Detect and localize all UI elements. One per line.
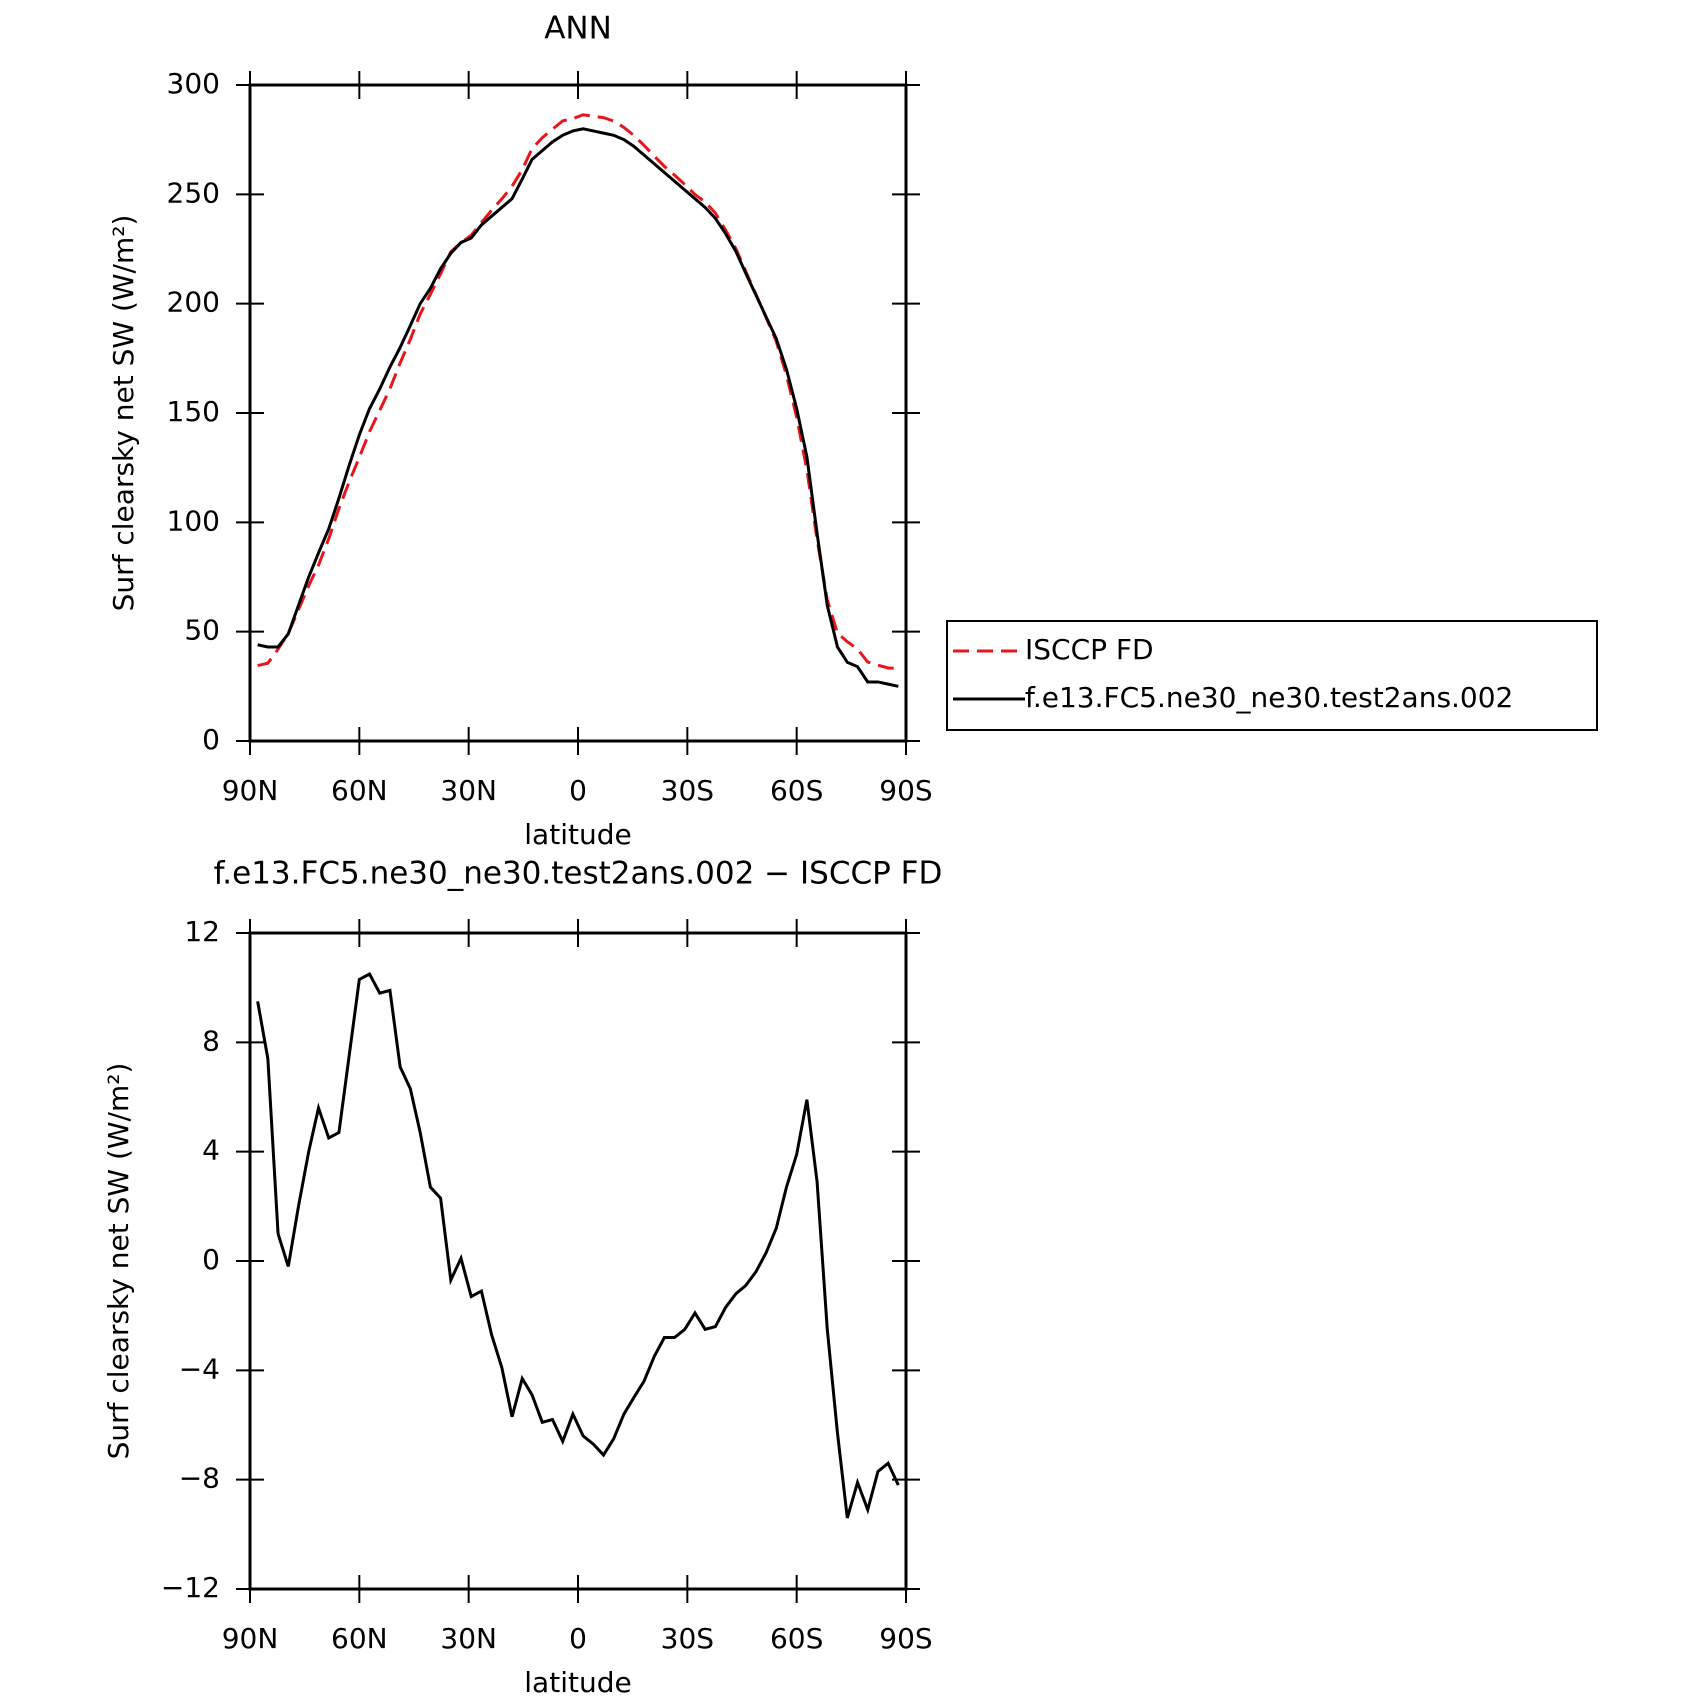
x-tick-label: 60N [331,774,388,807]
y-tick-label: 250 [167,176,220,209]
y-tick-label: 0 [202,723,220,756]
y-tick-label: 0 [202,1243,220,1276]
x-tick-label: 30N [440,1622,497,1655]
plot-frame [248,83,908,743]
y-tick-label: 200 [167,286,220,319]
x-tick-label: 60S [770,1622,823,1655]
x-tick-label: 90S [879,774,932,807]
x-axis-label: latitude [524,1666,631,1699]
legend-label: ISCCP FD [1025,633,1154,666]
x-tick-label: 60N [331,1622,388,1655]
y-tick-label: −12 [161,1571,220,1604]
data-line [257,113,899,670]
y-axis-label: Surf clearsky net SW (W/m²) [102,1063,135,1460]
x-tick-label: 30S [661,774,714,807]
x-tick-label: 0 [569,1622,587,1655]
plot-frame [248,931,908,1591]
y-tick-label: 4 [202,1134,220,1167]
y-tick-label: 100 [167,504,220,537]
y-tick-label: −4 [179,1352,220,1385]
data-line [257,127,899,688]
y-tick-label: 150 [167,395,220,428]
x-axis-label: latitude [524,818,631,851]
y-tick-label: 300 [167,67,220,100]
y-tick-label: 12 [184,915,220,948]
x-tick-label: 30N [440,774,497,807]
legend-box [946,620,1598,731]
x-tick-label: 30S [661,1622,714,1655]
y-tick-label: −8 [179,1462,220,1495]
y-tick-label: 50 [184,614,220,647]
data-line [256,971,900,1519]
y-tick-label: 8 [202,1024,220,1057]
x-tick-label: 90S [879,1622,932,1655]
legend-label: f.e13.FC5.ne30_ne30.test2ans.002 [1025,681,1513,714]
chart-title: f.e13.FC5.ne30_ne30.test2ans.002 − ISCCP… [214,856,943,892]
x-tick-label: 90N [222,1622,279,1655]
x-tick-label: 60S [770,774,823,807]
chart-title: ANN [544,11,612,47]
x-tick-label: 90N [222,774,279,807]
y-axis-label: Surf clearsky net SW (W/m²) [107,215,140,612]
x-tick-label: 0 [569,774,587,807]
